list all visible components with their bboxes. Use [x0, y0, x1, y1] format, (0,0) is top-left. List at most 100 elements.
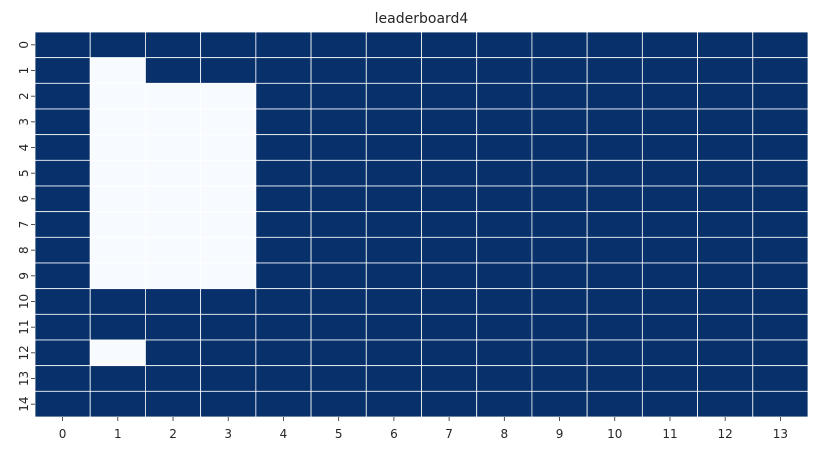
heatmap-cell-r14-c9 — [531, 390, 588, 418]
heatmap-cell-r6-c8 — [476, 185, 533, 213]
heatmap-cell-r11-c10 — [586, 313, 643, 341]
heatmap-cell-r12-c10 — [586, 339, 643, 367]
heatmap-cell-r13-c5 — [310, 365, 367, 392]
heatmap-cell-r1-c7 — [421, 57, 478, 84]
y-tick-label-8: 8 — [17, 246, 31, 254]
heatmap-cell-r1-c6 — [365, 57, 422, 84]
heatmap-cell-r1-c3 — [200, 57, 257, 84]
x-tick-label-13: 13 — [773, 427, 788, 441]
x-tick-label-8: 8 — [501, 427, 509, 441]
heatmap-cell-r9-c8 — [476, 262, 533, 290]
x-tick-label-7: 7 — [445, 427, 453, 441]
heatmap-cell-r5-c13 — [752, 159, 809, 187]
heatmap-cell-r0-c6 — [365, 31, 422, 59]
heatmap-cell-r13-c10 — [586, 365, 643, 392]
heatmap-cell-r14-c2 — [145, 390, 202, 418]
heatmap-cell-r3-c4 — [255, 108, 312, 136]
heatmap-cell-r9-c4 — [255, 262, 312, 290]
heatmap-cell-r11-c5 — [310, 313, 367, 341]
heatmap-cell-r6-c5 — [310, 185, 367, 213]
heatmap-cell-r8-c6 — [365, 236, 422, 264]
heatmap-cell-r9-c5 — [310, 262, 367, 290]
heatmap-cell-r6-c2 — [145, 185, 202, 213]
x-axis: 0 1 2 3 4 5 6 7 8 9 10 11 12 13 — [59, 417, 788, 441]
heatmap-cell-r14-c8 — [476, 390, 533, 418]
heatmap-cell-r10-c11 — [641, 288, 698, 315]
heatmap-cell-r4-c5 — [310, 134, 367, 161]
heatmap-cell-r4-c6 — [365, 134, 422, 161]
heatmap-cell-r0-c4 — [255, 31, 312, 59]
heatmap-cell-r11-c9 — [531, 313, 588, 341]
heatmap-cell-r1-c11 — [641, 57, 698, 84]
heatmap-cell-r8-c2 — [145, 236, 202, 264]
heatmap-cell-r3-c10 — [586, 108, 643, 136]
heatmap-cell-r14-c0 — [34, 390, 91, 418]
heatmap-cell-r6-c4 — [255, 185, 312, 213]
heatmap-cell-r13-c6 — [365, 365, 422, 392]
heatmap-cell-r0-c5 — [310, 31, 367, 59]
heatmap-cell-r6-c6 — [365, 185, 422, 213]
heatmap-cell-r12-c12 — [697, 339, 754, 367]
heatmap-cell-r9-c12 — [697, 262, 754, 290]
heatmap-cell-r11-c7 — [421, 313, 478, 341]
heatmap-cell-r11-c2 — [145, 313, 202, 341]
heatmap-cell-r13-c0 — [34, 365, 91, 392]
heatmap-cell-r2-c2 — [145, 82, 202, 110]
heatmap-cell-r5-c3 — [200, 159, 257, 187]
heatmap-cell-r3-c3 — [200, 108, 257, 136]
heatmap-cell-r4-c1 — [89, 134, 146, 161]
heatmap-cell-r5-c12 — [697, 159, 754, 187]
heatmap-cell-r13-c1 — [89, 365, 146, 392]
x-tick-label-10: 10 — [607, 427, 622, 441]
heatmap-cell-r2-c8 — [476, 82, 533, 110]
heatmap-cell-r5-c1 — [89, 159, 146, 187]
heatmap-cell-r4-c11 — [641, 134, 698, 161]
heatmap-cell-r14-c4 — [255, 390, 312, 418]
y-tick-label-12: 12 — [17, 345, 31, 360]
heatmap-cells — [34, 31, 809, 418]
heatmap-cell-r13-c3 — [200, 365, 257, 392]
heatmap-cell-r8-c7 — [421, 236, 478, 264]
heatmap-cell-r8-c3 — [200, 236, 257, 264]
heatmap-cell-r13-c7 — [421, 365, 478, 392]
x-tick-label-2: 2 — [169, 427, 177, 441]
heatmap-cell-r0-c2 — [145, 31, 202, 59]
heatmap-cell-r11-c4 — [255, 313, 312, 341]
x-tick-label-5: 5 — [335, 427, 343, 441]
heatmap-cell-r8-c13 — [752, 236, 809, 264]
heatmap-cell-r4-c8 — [476, 134, 533, 161]
heatmap-cell-r6-c12 — [697, 185, 754, 213]
heatmap-cell-r8-c4 — [255, 236, 312, 264]
heatmap-cell-r9-c1 — [89, 262, 146, 290]
heatmap-cell-r2-c12 — [697, 82, 754, 110]
heatmap-cell-r14-c10 — [586, 390, 643, 418]
heatmap-cell-r6-c0 — [34, 185, 91, 213]
heatmap-cell-r9-c9 — [531, 262, 588, 290]
x-tick-label-6: 6 — [390, 427, 398, 441]
heatmap-cell-r9-c13 — [752, 262, 809, 290]
x-tick-label-1: 1 — [114, 427, 122, 441]
heatmap-cell-r10-c13 — [752, 288, 809, 315]
heatmap-cell-r1-c9 — [531, 57, 588, 84]
heatmap-cell-r7-c2 — [145, 211, 202, 238]
heatmap-cell-r7-c7 — [421, 211, 478, 238]
heatmap-cell-r12-c6 — [365, 339, 422, 367]
heatmap-cell-r3-c11 — [641, 108, 698, 136]
heatmap-cell-r2-c11 — [641, 82, 698, 110]
heatmap-cell-r2-c10 — [586, 82, 643, 110]
heatmap-cell-r9-c3 — [200, 262, 257, 290]
heatmap-cell-r8-c8 — [476, 236, 533, 264]
heatmap-cell-r13-c2 — [145, 365, 202, 392]
heatmap-cell-r6-c1 — [89, 185, 146, 213]
heatmap-cell-r6-c11 — [641, 185, 698, 213]
heatmap-cell-r3-c12 — [697, 108, 754, 136]
y-tick-label-6: 6 — [17, 195, 31, 203]
heatmap-cell-r5-c6 — [365, 159, 422, 187]
heatmap-cell-r7-c11 — [641, 211, 698, 238]
heatmap-cell-r7-c9 — [531, 211, 588, 238]
heatmap-cell-r2-c1 — [89, 82, 146, 110]
heatmap-cell-r13-c13 — [752, 365, 809, 392]
x-tick-label-4: 4 — [280, 427, 288, 441]
x-tick-label-9: 9 — [556, 427, 564, 441]
